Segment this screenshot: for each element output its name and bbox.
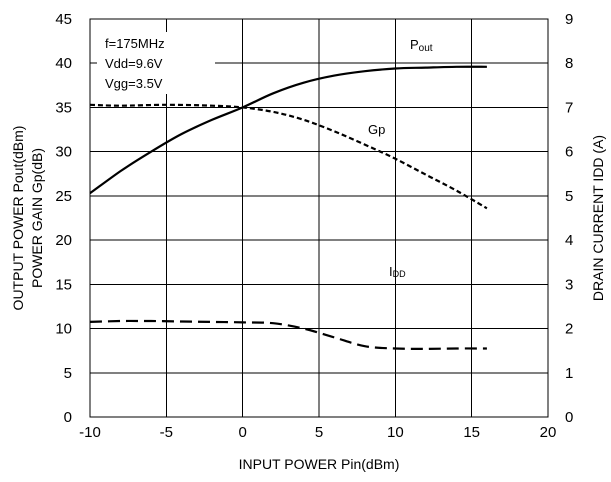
y2-tick-label: 5 [565,188,573,205]
x-tick-label: 5 [315,424,323,441]
x-tick-label: 0 [238,424,246,441]
y-axis-title-line2: POWER GAIN Gp(dB) [29,148,45,288]
condition-frequency: f=175MHz [105,36,165,51]
y-tick-label: 5 [64,365,72,382]
y-tick-label: 20 [55,232,72,249]
y-tick-label: 40 [55,55,72,72]
y2-tick-label: 0 [565,409,573,426]
y-tick-label: 15 [55,276,72,293]
y2-tick-label: 3 [565,276,573,293]
y2-tick-label: 7 [565,99,573,116]
y2-tick-label: 1 [565,365,573,382]
y-tick-label: 35 [55,99,72,116]
y2-tick-label: 2 [565,321,573,338]
conditions-box [97,32,215,94]
y-tick-label: 10 [55,321,72,338]
series-curve-idd [89,319,487,350]
series-label-gp: Gp [368,122,385,137]
x-tick-label: 10 [387,424,404,441]
grid-lines [90,19,548,417]
x-tick-label: 20 [540,424,557,441]
y2-axis-title: DRAIN CURRENT IDD (A) [590,135,606,301]
series-curve-pout [89,65,487,195]
curves [89,65,488,350]
series-curve-gp [89,103,488,210]
series-label-pout: Pout [410,37,433,54]
y-tick-label: 25 [55,188,72,205]
x-tick-label: -10 [79,424,101,441]
y-tick-label: 0 [64,409,72,426]
y2-tick-label: 6 [565,144,573,161]
y-axis-title-line1: OUTPUT POWER Pout(dBm) [10,126,26,311]
tick-labels: -10 -5 0 5 10 15 20051015202530354045012345678… [55,11,573,441]
plot-frame [89,18,549,418]
y-tick-label: 45 [55,11,72,28]
series-label-idd: IDD [389,264,406,279]
y2-tick-label: 4 [565,232,573,249]
condition-vdd: Vdd=9.6V [105,56,163,71]
x-axis-title: INPUT POWER Pin(dBm) [239,456,400,472]
y2-tick-label: 8 [565,55,573,72]
x-tick-label: -5 [160,424,173,441]
x-tick-label: 15 [463,424,480,441]
y-tick-label: 30 [55,144,72,161]
condition-vgg: Vgg=3.5V [105,76,163,91]
y2-tick-label: 9 [565,11,573,28]
